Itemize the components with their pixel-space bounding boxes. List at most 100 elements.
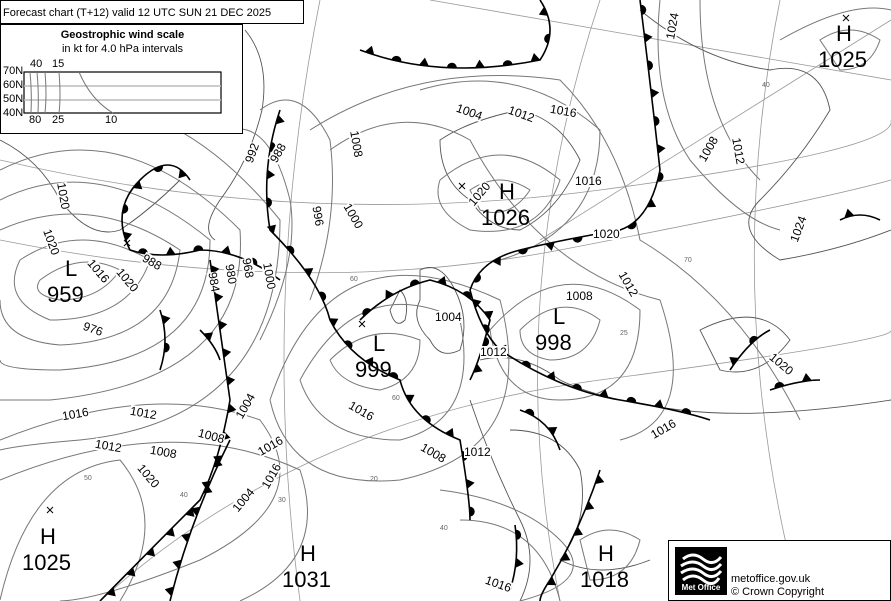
- latitude-label: 50: [84, 475, 92, 482]
- cold-front-triangle: [201, 480, 211, 491]
- warm-front-semicircle: [774, 382, 785, 389]
- latitude-label: 25: [620, 330, 628, 337]
- geostrophic-wind-scale: Geostrophic wind scale in kt for 4.0 hPa…: [0, 24, 243, 134]
- cold-front-triangle: [546, 576, 557, 586]
- warm-front-semicircle: [446, 62, 457, 68]
- scale-top-40: 40: [30, 58, 43, 70]
- isobar-label: 984: [205, 270, 223, 294]
- cold-front-triangle: [483, 310, 494, 320]
- cold-front-triangle: [466, 478, 475, 489]
- warm-front-semicircle: [391, 55, 402, 62]
- pressure-centre-value: 998: [535, 330, 572, 355]
- warm-front-semicircle: [410, 279, 420, 287]
- website-link[interactable]: metoffice.gov.uk: [731, 573, 811, 585]
- isobar-label: 1016: [575, 174, 602, 188]
- isobar-label: 1012: [480, 345, 507, 359]
- warm-front-semicircle: [627, 221, 637, 230]
- cold-front-triangle: [266, 169, 276, 180]
- warm-front-semicircle: [626, 396, 637, 403]
- cold-front-triangle: [437, 276, 447, 286]
- latitude-label: 20: [370, 476, 378, 483]
- isobar-label: 1004: [435, 310, 462, 324]
- cold-front-triangle: [419, 57, 429, 67]
- warm-front-semicircle: [164, 342, 170, 353]
- pressure-centre-value: 1018: [580, 567, 629, 592]
- cold-front-triangle: [472, 298, 482, 309]
- cold-front-triangle: [122, 231, 133, 242]
- cold-front-triangle: [222, 348, 232, 359]
- pressure-centre-h: H: [836, 21, 852, 46]
- cold-front-triangle: [145, 547, 156, 557]
- cold-front-triangle: [364, 356, 374, 367]
- cold-front-triangle: [161, 314, 171, 325]
- warm-front-semicircle: [515, 529, 522, 540]
- centre-cross-icon: [123, 239, 131, 247]
- cold-front-triangle: [226, 375, 236, 386]
- cold-front-triangle: [218, 320, 228, 331]
- scale-bottom-10: 10: [105, 114, 118, 126]
- front-symbols: [106, 4, 855, 597]
- cold-front-triangle: [653, 399, 664, 409]
- cold-front-triangle: [444, 428, 454, 438]
- cold-front-triangle: [328, 318, 339, 327]
- cold-front-triangle: [385, 289, 395, 300]
- cold-front-triangle: [221, 245, 231, 255]
- warm-front-semicircle: [517, 248, 528, 255]
- warm-front-semicircle: [482, 336, 490, 347]
- trough-3: [729, 329, 771, 371]
- cold-front: [359, 0, 551, 69]
- lat-60n: 60N: [3, 79, 24, 91]
- isobar-label: 1020: [593, 227, 620, 241]
- warm-front-semicircle: [544, 33, 550, 44]
- trough-4: [769, 379, 821, 391]
- cold-front-atlantic-2: [169, 439, 231, 601]
- copyright-text: © Crown Copyright: [731, 586, 825, 598]
- latitude-label: 40: [180, 492, 188, 499]
- pressure-centre-h: H: [598, 541, 614, 566]
- trough-2: [519, 409, 561, 451]
- warm-front-semicircle: [193, 245, 204, 251]
- wind-scale-title: Geostrophic wind scale: [60, 29, 185, 41]
- cold-front-triangle: [650, 88, 660, 99]
- lat-40n: 40N: [3, 107, 24, 119]
- cold-front-triangle: [657, 143, 666, 154]
- trough-7: [199, 329, 221, 361]
- cold-front-triangle: [178, 169, 188, 179]
- cold-front-triangle: [598, 388, 609, 398]
- cold-front-triangle: [474, 59, 485, 68]
- centre-cross-icon: [46, 506, 54, 514]
- isobar-label: 1012: [464, 445, 491, 459]
- pressure-centre-value: 1025: [818, 47, 867, 72]
- cold-front-triangle: [584, 501, 595, 511]
- cold-front-triangle: [801, 372, 812, 382]
- cold-front-triangle: [181, 533, 191, 543]
- cold-front-triangle: [405, 394, 415, 404]
- cold-front-triangle: [530, 53, 541, 62]
- scale-bottom-25: 25: [52, 114, 65, 126]
- centre-cross-icon: [358, 320, 366, 328]
- cold-front-triangle: [303, 268, 314, 277]
- centre-crosses: [46, 14, 850, 514]
- pressure-centre-h: H: [300, 541, 316, 566]
- warm-front-semicircle: [469, 506, 475, 517]
- cold-front-triangle: [227, 403, 237, 414]
- latitude-label: 70: [684, 257, 692, 264]
- warm-front-semicircle: [749, 335, 759, 345]
- cold-front-triangle: [172, 559, 182, 570]
- warm-front-semicircle: [462, 291, 472, 300]
- cold-front-triangle: [646, 198, 657, 208]
- wind-scale-graph: [23, 71, 222, 114]
- warm-front-semicircle: [319, 291, 327, 302]
- wave-logo-icon: [680, 553, 723, 585]
- cold-front-triangle: [203, 484, 213, 494]
- warm-front-semicircle: [657, 171, 664, 182]
- cold-front-triangle: [546, 371, 556, 381]
- warm-front-semicircle: [681, 408, 691, 415]
- lat-70n: 70N: [3, 65, 24, 77]
- cold-front-triangle: [547, 426, 558, 436]
- cold-front-triangle: [126, 567, 136, 577]
- warm-front-semicircle: [647, 60, 653, 71]
- warm-front-semicircle: [344, 340, 353, 350]
- warm-front-semicircle: [286, 245, 295, 255]
- warm-front-semicircle: [653, 116, 660, 127]
